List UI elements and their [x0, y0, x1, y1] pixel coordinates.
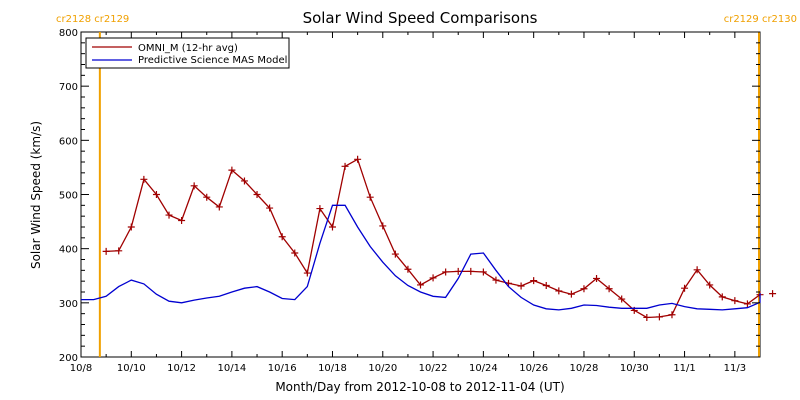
chart-title: Solar Wind Speed Comparisons: [303, 9, 538, 27]
data-point-0-41: [618, 295, 626, 303]
data-point-0-25: [417, 281, 424, 289]
y-axis-label: Solar Wind Speed (km/s): [29, 121, 43, 269]
data-point-0-11: [240, 177, 248, 185]
x-tick-label-6: 10/20: [368, 363, 397, 374]
x-tick-label-12: 11/1: [673, 363, 695, 374]
data-point-0-43: [643, 313, 651, 321]
x-tick-label-4: 10/16: [268, 363, 297, 374]
data-point-0-2: [127, 223, 135, 231]
legend: OMNI_M (12-hr avg) Predictive Science MA…: [85, 37, 290, 69]
data-point-0-37: [567, 290, 575, 298]
data-point-0-6: [178, 217, 186, 224]
data-point-0-14: [278, 233, 286, 241]
y-tick-label-6: 800: [59, 28, 78, 39]
x-tick-label-0: 10/8: [70, 363, 92, 374]
x-axis-label: Month/Day from 2012-10-08 to 2012-11-04 …: [275, 380, 564, 394]
data-point-0-35: [542, 282, 550, 289]
data-point-0-46: [681, 284, 689, 292]
x-tick-label-13: 11/3: [724, 363, 746, 374]
data-point-0-1: [115, 247, 123, 255]
data-point-0-10: [228, 166, 236, 174]
x-tick-label-3: 10/14: [217, 363, 246, 374]
y-tick-label-1: 300: [59, 299, 78, 310]
data-point-0-21: [366, 193, 374, 201]
carrington-label-right: cr2129 cr2130: [724, 14, 797, 25]
data-point-0-33: [517, 282, 525, 290]
data-point-0-50: [731, 297, 739, 305]
data-point-0-17: [316, 205, 324, 213]
data-point-0-28: [454, 267, 462, 275]
data-point-0-24: [404, 265, 412, 273]
data-point-0-0: [102, 247, 110, 255]
data-point-0-44: [655, 313, 663, 321]
series-layer: [81, 155, 777, 321]
data-point-0-9: [215, 203, 223, 211]
y-tick-label-4: 600: [59, 136, 78, 147]
data-point-0-3: [140, 175, 148, 183]
data-point-0-23: [391, 250, 399, 258]
data-point-0-5: [165, 211, 173, 219]
data-point-0-19: [341, 162, 349, 170]
data-point-0-30: [479, 268, 487, 276]
data-point-0-51: [743, 300, 751, 308]
carrington-label-left: cr2128 cr2129: [56, 14, 129, 25]
x-tick-label-8: 10/24: [469, 363, 498, 374]
data-point-0-40: [605, 285, 613, 293]
data-point-0-22: [379, 222, 387, 230]
data-point-0-27: [442, 268, 450, 276]
x-tick-label-7: 10/22: [419, 363, 448, 374]
data-point-0-12: [253, 191, 261, 198]
data-point-0-47: [693, 266, 701, 274]
y-tick-label-2: 400: [59, 245, 78, 256]
x-tick-label-11: 10/30: [620, 363, 649, 374]
data-point-0-8: [203, 193, 211, 201]
data-point-0-31: [492, 276, 500, 284]
y-tick-label-0: 200: [59, 353, 78, 364]
data-point-0-36: [555, 287, 563, 295]
data-point-0-39: [593, 274, 601, 282]
data-point-0-34: [530, 277, 538, 285]
y-tick-label-3: 500: [59, 191, 78, 202]
ticks-layer: 10/8 10/10 10/12 10/14 10/16 10/18 10/20 10/22 1…: [59, 28, 760, 374]
x-tick-label-9: 10/26: [519, 363, 548, 374]
x-tick-label-2: 10/12: [167, 363, 196, 374]
data-point-0-16: [303, 269, 311, 277]
data-point-0-18: [328, 223, 336, 231]
y-tick-label-5: 700: [59, 82, 78, 93]
data-point-0-13: [266, 204, 274, 212]
data-point-0-48: [706, 281, 714, 289]
data-point-0-26: [429, 274, 437, 282]
data-point-0-20: [354, 155, 362, 163]
data-point-0-45: [668, 311, 676, 319]
data-point-0-49: [718, 293, 726, 301]
legend-box: [85, 37, 290, 69]
data-point-0-29: [467, 267, 475, 275]
legend-label-omni: OMNI_M (12-hr avg): [138, 43, 238, 54]
series-line-1: [81, 204, 761, 311]
data-point-0-15: [291, 249, 299, 257]
data-point-0-53: [769, 290, 777, 298]
data-point-0-7: [190, 182, 198, 190]
legend-label-model: Predictive Science MAS Model: [138, 55, 287, 66]
data-point-0-38: [580, 285, 588, 293]
data-point-0-4: [152, 191, 160, 198]
x-tick-label-10: 10/28: [570, 363, 599, 374]
x-tick-label-5: 10/18: [318, 363, 347, 374]
x-tick-label-1: 10/10: [117, 363, 146, 374]
